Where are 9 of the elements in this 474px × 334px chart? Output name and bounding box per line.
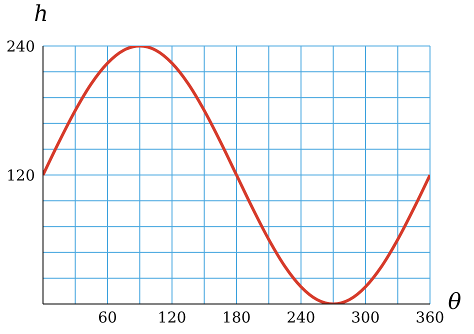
x-axis-title: θ: [448, 290, 462, 315]
x-tick-label: 360: [416, 308, 444, 327]
y-axis-title: h: [34, 2, 48, 27]
line-series: [43, 46, 430, 304]
x-tick-label: 240: [286, 308, 316, 327]
x-tick-label: 300: [351, 308, 380, 327]
x-tick-label: 60: [98, 308, 118, 327]
x-tick-label: 180: [222, 308, 251, 327]
x-tick-label: 120: [158, 308, 186, 327]
